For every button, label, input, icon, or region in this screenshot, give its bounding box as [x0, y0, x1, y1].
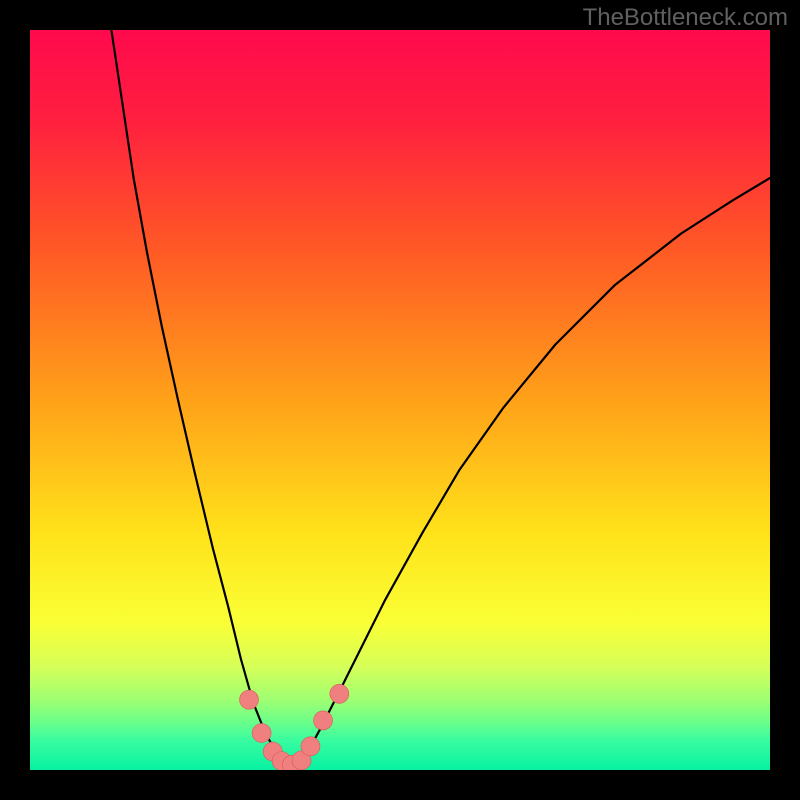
curve-marker [314, 711, 333, 730]
attribution-text: TheBottleneck.com [583, 4, 788, 32]
curve-marker [301, 737, 320, 756]
curve-marker [252, 724, 271, 743]
curve-marker [240, 690, 259, 709]
curve-layer [0, 0, 800, 800]
chart-container: TheBottleneck.com [0, 0, 800, 800]
curve-marker [330, 684, 349, 703]
bottleneck-curve [111, 30, 770, 765]
